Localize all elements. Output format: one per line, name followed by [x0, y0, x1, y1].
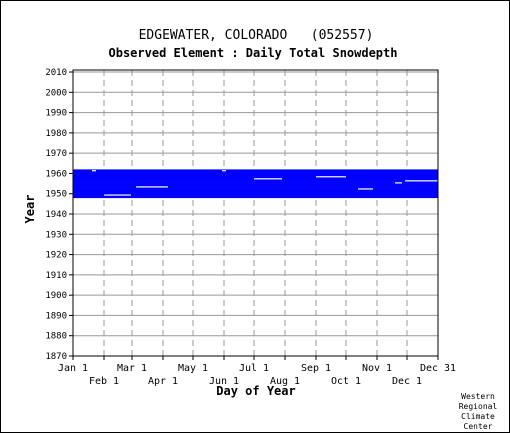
x-tick-label: Apr 1 [148, 376, 178, 387]
missing-segment [136, 186, 168, 188]
data-year-row [73, 189, 438, 193]
data-year-row [73, 193, 438, 197]
chart-title: EDGEWATER, COLORADO (052557) [139, 28, 374, 43]
x-tick-label: May 1 [178, 363, 208, 374]
x-tick-label: Oct 1 [331, 376, 361, 387]
credit-line: Regional [459, 402, 498, 411]
chart-subtitle: Observed Element : Daily Total Snowdepth [109, 46, 398, 60]
y-tick-label: 2000 [45, 88, 67, 98]
missing-segment [254, 178, 282, 180]
x-tick-label: Dec 1 [392, 376, 422, 387]
missing-segment [405, 180, 438, 182]
data-year-row [73, 191, 438, 195]
data-year-row [73, 183, 438, 186]
data-year-row [73, 185, 438, 188]
x-tick-label: Mar 1 [117, 363, 147, 374]
y-axis-label: Year [23, 195, 37, 224]
missing-segment [358, 188, 373, 190]
y-tick-label: 2010 [45, 68, 67, 78]
x-tick-label: Feb 1 [89, 376, 119, 387]
y-tick-label: 1960 [45, 169, 67, 179]
missing-segment [222, 170, 226, 172]
x-tick-label: Sep 1 [301, 363, 331, 374]
y-tick-label: 1930 [45, 230, 67, 240]
y-tick-label: 1950 [45, 190, 67, 200]
data-year-row [73, 187, 438, 190]
plot-border [72, 69, 439, 357]
data-year-row [73, 173, 438, 176]
x-tick-label: Jan 1 [58, 363, 88, 374]
y-tick-label: 1920 [45, 251, 67, 261]
credit-line: Center [464, 422, 493, 431]
x-tick-label: Jul 1 [239, 363, 269, 374]
data-year-row [73, 179, 438, 182]
y-tick-label: 1980 [45, 129, 67, 139]
y-tick-label: 1890 [45, 311, 67, 321]
y-tick-label: 1880 [45, 332, 67, 342]
y-tick-label: 1940 [45, 210, 67, 220]
y-tick-label: 1900 [45, 291, 67, 301]
data-year-row [73, 181, 438, 184]
y-tick-label: 1970 [45, 149, 67, 159]
credit-line: Western [461, 392, 495, 401]
missing-segment [395, 182, 402, 184]
data-year-row [73, 171, 438, 174]
y-tick-label: 1910 [45, 271, 67, 281]
x-axis-label: Day of Year [216, 384, 295, 398]
x-tick-label: Jun 1 [209, 376, 239, 387]
data-year-row [73, 169, 438, 172]
credit-text: Western Regional Climate Center [459, 392, 498, 431]
missing-segment [316, 176, 346, 178]
data-year-row [73, 195, 438, 199]
y-tick-label: 1990 [45, 109, 67, 119]
x-tick-label: Nov 1 [362, 363, 392, 374]
x-tick-label: Dec 31 [420, 363, 456, 374]
missing-segment [104, 194, 131, 196]
missing-segment [92, 170, 96, 172]
plot-area: 2010 2000 1990 1980 1970 1960 1950 1940 1930 1920… [45, 68, 456, 387]
data-year-row [73, 175, 438, 178]
y-tick-label: 1870 [45, 352, 67, 362]
x-tick-label: Aug 1 [270, 376, 300, 387]
credit-line: Climate [461, 412, 495, 421]
